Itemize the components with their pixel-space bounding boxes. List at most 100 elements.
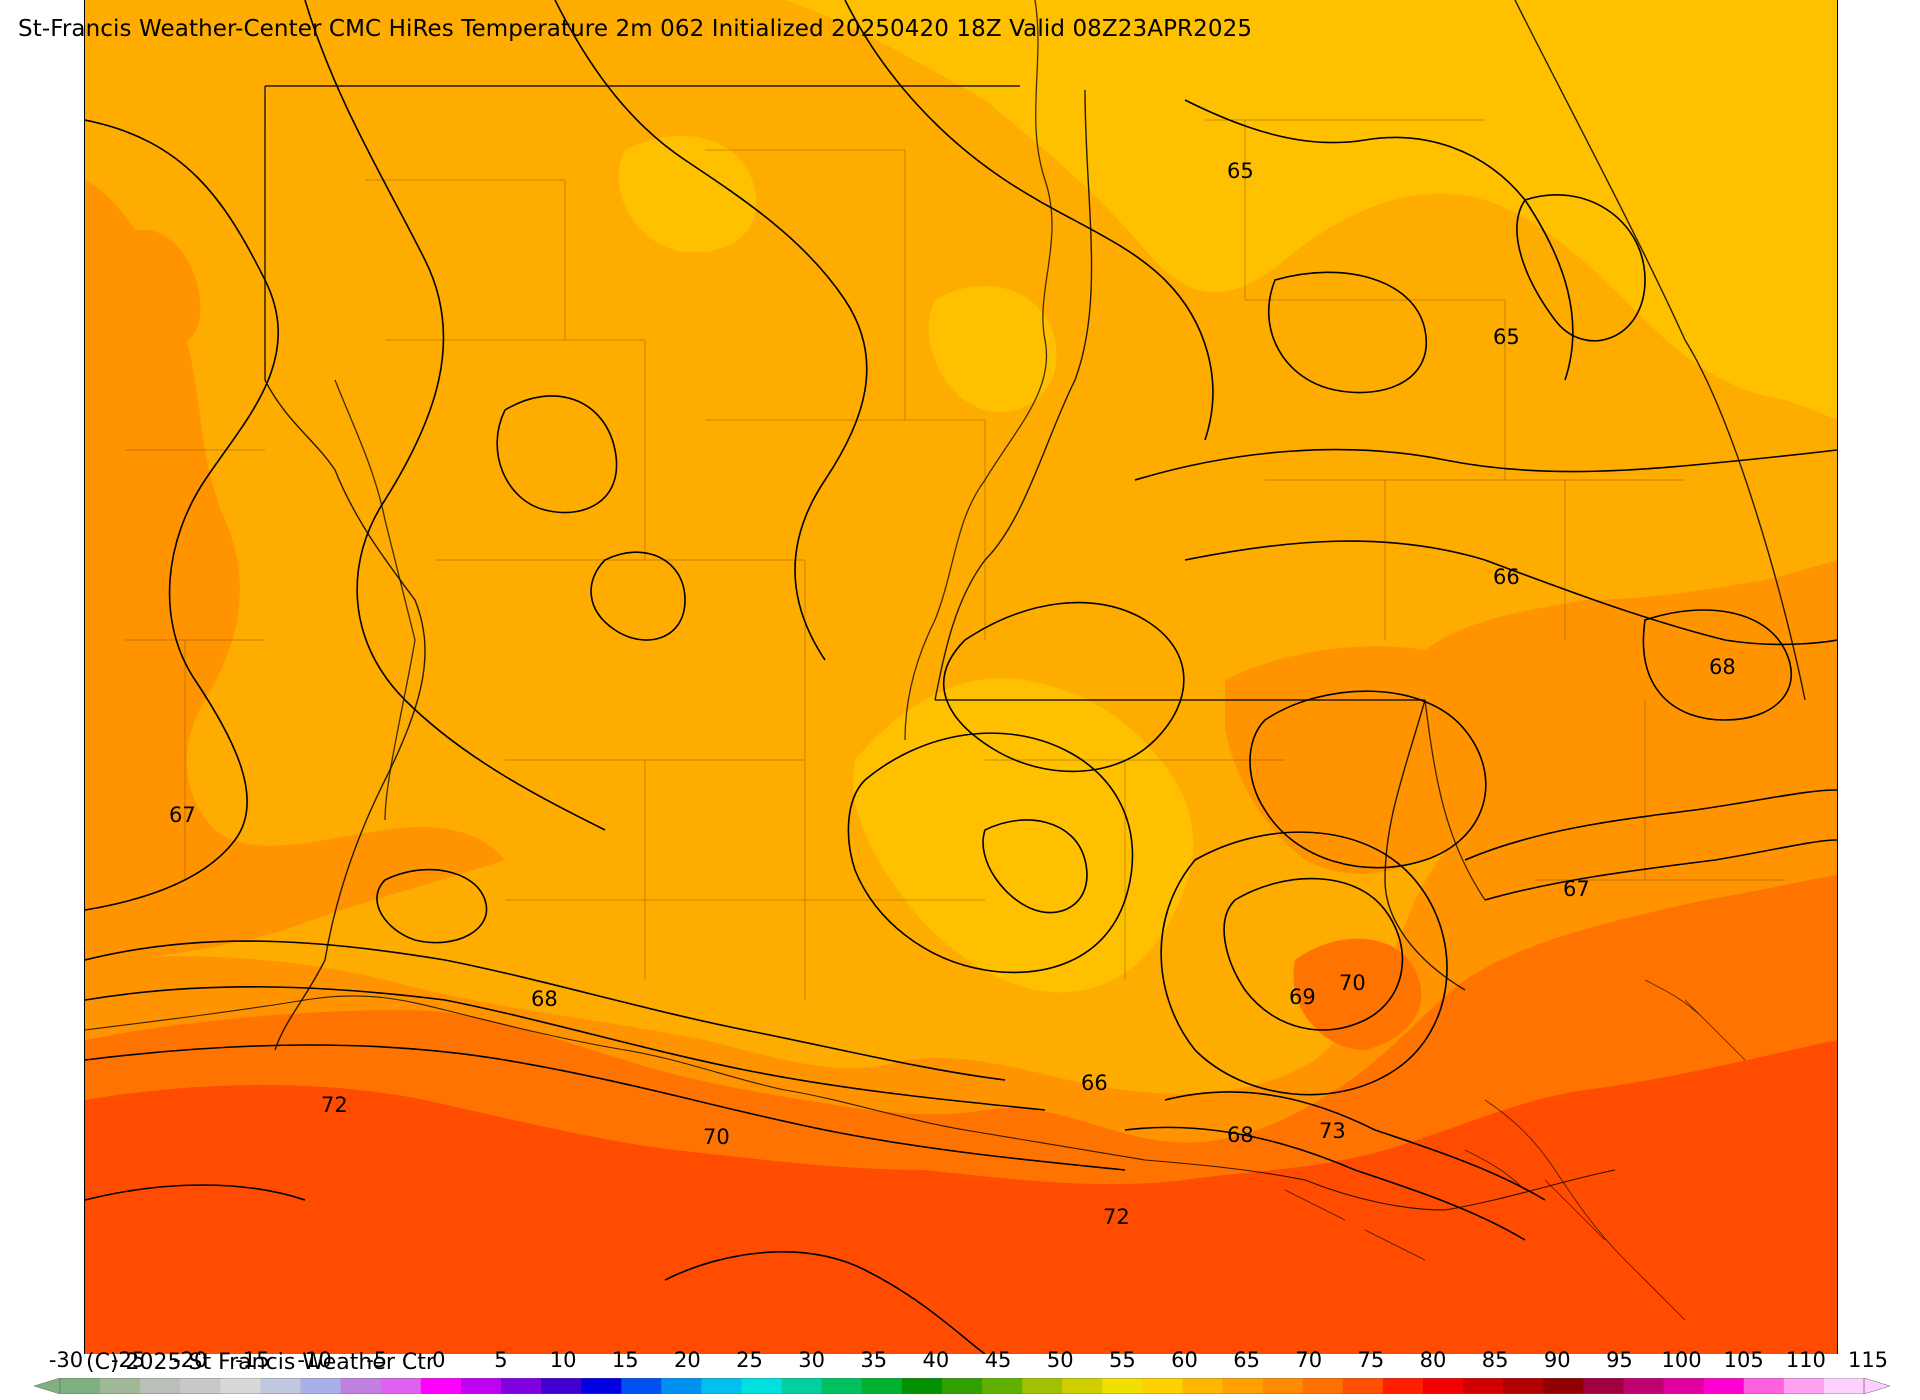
rivers (334, 0, 1486, 901)
contour-label: 72 (1103, 1205, 1130, 1229)
colorbar-segment (340, 1378, 382, 1394)
colorbar-tick-label: 25 (736, 1348, 763, 1372)
colorbar-min-arrow (34, 1378, 61, 1394)
colorbar-segment (1022, 1378, 1063, 1394)
contour-label: 66 (1493, 565, 1520, 589)
colorbar-segment (220, 1378, 261, 1394)
colorbar-segment (661, 1378, 702, 1394)
colorbar-tick-label: -15 (235, 1348, 270, 1372)
colorbar-segment (541, 1378, 582, 1394)
colorbar-segment (140, 1378, 181, 1394)
map-area: 65 65 66 68 67 67 68 70 69 72 70 66 68 7… (84, 0, 1838, 1354)
colorbar-tick-label: 5 (494, 1348, 508, 1372)
colorbar-tick-label: 0 (432, 1348, 446, 1372)
state-boundaries (264, 0, 1806, 1051)
colorbar-segment (781, 1378, 823, 1394)
fill-69-72-inland-blob-2 (1293, 938, 1422, 1050)
colorbar-tick-label: 40 (922, 1348, 950, 1372)
fill-64-65-pocket-2 (618, 135, 757, 253)
colorbar-tick-label: -30 (48, 1348, 84, 1372)
fill-67-69-west-blob (107, 229, 201, 347)
contour-label: 65 (1493, 325, 1520, 349)
colorbar-segment (1463, 1378, 1504, 1394)
colorbar (34, 1378, 1890, 1394)
colorbar-segment (821, 1378, 863, 1394)
colorbar-segment (420, 1378, 462, 1394)
colorbar-tick-label: -20 (173, 1348, 208, 1372)
colorbar-tick-label: -25 (110, 1348, 146, 1372)
fill-72-75-gulf (85, 1040, 1837, 1354)
colorbar-segment (260, 1378, 302, 1394)
colorbar-tick-labels: -30 -25 -20 -15 -10 -5 0 5 10 15 20 25 30 35 40 45 50 55 6… (0, 1348, 1920, 1376)
colorbar-tick-label: 60 (1171, 1348, 1198, 1372)
colorbar-segment (741, 1378, 783, 1394)
colorbar-segment (1182, 1378, 1224, 1394)
colorbar-segment (941, 1378, 983, 1394)
colorbar-segment (701, 1378, 743, 1394)
contour-label: 68 (1709, 655, 1736, 679)
fill-64-65-central (853, 678, 1194, 993)
colorbar-tick-label: 70 (1295, 1348, 1323, 1372)
colorbar-segment (1342, 1378, 1384, 1394)
contour-label: 72 (321, 1093, 348, 1117)
fill-64-65-pocket-1 (928, 285, 1057, 412)
colorbar-segment (1623, 1378, 1665, 1394)
colorbar-segment (1703, 1378, 1745, 1394)
county-boundaries (125, 119, 1785, 1000)
contour-label: 73 (1319, 1119, 1346, 1143)
colorbar-segment (100, 1378, 141, 1394)
colorbar-segment (460, 1378, 502, 1394)
colorbar-tick-label: 85 (1481, 1348, 1509, 1372)
colorbar-tick-label: 110 (1785, 1348, 1826, 1372)
delta-marsh (1284, 979, 1746, 1321)
contour-label: 69 (1289, 985, 1316, 1009)
colorbar-tick-label: 10 (549, 1348, 577, 1372)
colorbar-tick-label: 15 (611, 1348, 639, 1372)
colorbar-segment (1262, 1378, 1304, 1394)
colorbar-segment (1102, 1378, 1143, 1394)
colorbar-segment (1503, 1378, 1544, 1394)
coastline (85, 995, 1616, 1211)
fill-64-65-north (785, 0, 1837, 420)
colorbar-tick-label: 75 (1357, 1348, 1385, 1372)
colorbar-tick-label: 105 (1723, 1348, 1764, 1372)
contour-label: 70 (703, 1125, 730, 1149)
colorbar-tick-label: -10 (297, 1348, 332, 1372)
fill-67-69-west (85, 180, 505, 960)
contour-label: 68 (1227, 1123, 1254, 1147)
colorbar-segment (1663, 1378, 1705, 1394)
contour-label: 68 (531, 987, 558, 1011)
colorbar-segment (1382, 1378, 1424, 1394)
colorbar-tick-label: 55 (1108, 1348, 1136, 1372)
colorbar-tick-label: 100 (1661, 1348, 1702, 1372)
colorbar-segment (621, 1378, 662, 1394)
isotherm-contours (85, 0, 1837, 1354)
colorbar-segment (1062, 1378, 1103, 1394)
contour-label: 67 (1563, 877, 1590, 901)
contour-label-layer: 65 65 66 68 67 67 68 70 69 72 70 66 68 7… (169, 159, 1736, 1229)
colorbar-tick-label: 115 (1847, 1348, 1889, 1372)
fill-67-69-inland-east (1225, 560, 1837, 874)
contour-label: 66 (1081, 1071, 1108, 1095)
colorbar-segment (1783, 1378, 1825, 1394)
colorbar-segment (1743, 1378, 1785, 1394)
contour-label: 67 (169, 803, 196, 827)
colorbar-segment (581, 1378, 622, 1394)
colorbar-segment (60, 1378, 101, 1394)
colorbar-tick-label: -5 (366, 1348, 388, 1372)
colorbar-segment (1823, 1378, 1865, 1394)
colorbar-tick-label: 80 (1419, 1348, 1447, 1372)
colorbar-segment (500, 1378, 542, 1394)
contour-label: 65 (1227, 159, 1254, 183)
colorbar-tick-label: 95 (1606, 1348, 1633, 1372)
colorbar-segment (1583, 1378, 1624, 1394)
colorbar-tick-label: 50 (1046, 1348, 1074, 1372)
colorbar-tick-label: 35 (860, 1348, 888, 1372)
map-title: St-Francis Weather-Center CMC HiRes Temp… (18, 16, 1253, 42)
colorbar-outline (59, 1378, 1865, 1394)
colorbar-tick-label: 45 (984, 1348, 1012, 1372)
copyright-notice: (C) 2025 St Francis Weather Ctr (86, 1350, 435, 1375)
colorbar-segment (300, 1378, 342, 1394)
colorbar-tick-label: 30 (798, 1348, 826, 1372)
colorbar-tick-label: 65 (1233, 1348, 1260, 1372)
